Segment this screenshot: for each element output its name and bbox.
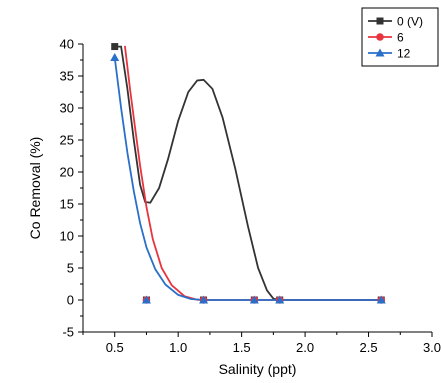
x-tick-label-3: 2.0 [296, 340, 314, 355]
y-axis-title: Co Removal (%) [27, 137, 43, 240]
y-tick-label-5: 20 [60, 165, 74, 180]
y-tick-label-8: 35 [60, 69, 74, 84]
plot-area [110, 43, 386, 304]
data-point-2-5 [376, 295, 386, 304]
x-axis-title: Salinity (ppt) [219, 361, 297, 377]
series-line-0 [114, 45, 382, 301]
data-point-0-0 [111, 43, 119, 51]
y-tick-label-7: 30 [60, 101, 74, 116]
x-tick-label-5: 3.0 [423, 340, 441, 355]
legend-marker-2 [375, 48, 385, 57]
data-point-2-1 [141, 295, 151, 304]
legend-marker-1 [376, 33, 384, 41]
legend-label-2: 12 [397, 47, 411, 61]
y-tick-label-2: 5 [67, 261, 74, 276]
legend-marker-0 [376, 17, 384, 25]
series-line-2 [113, 57, 382, 301]
data-point-2-4 [275, 295, 285, 304]
y-tick-label-0: -5 [62, 325, 74, 340]
y-tick-label-1: 0 [67, 293, 74, 308]
y-tick-label-4: 15 [60, 197, 74, 212]
legend-label-0: 0 (V) [397, 15, 423, 29]
legend-label-1: 6 [397, 31, 404, 45]
legend: 0 (V) 6 12 [361, 7, 439, 67]
x-tick-label-1: 1.0 [169, 340, 187, 355]
y-tick-label-3: 10 [60, 229, 74, 244]
x-tick-label-4: 2.5 [360, 340, 378, 355]
axes: -5 0 5 10 15 20 25 30 35 40 0.5 1.0 1.5 2.0 2.5 3.0 [60, 37, 441, 356]
data-point-2-0 [110, 52, 120, 61]
x-tick-label-2: 1.5 [233, 340, 251, 355]
y-tick-label-9: 40 [60, 37, 74, 52]
data-point-2-3 [249, 295, 259, 304]
y-tick-label-6: 25 [60, 133, 74, 148]
x-tick-label-0: 0.5 [106, 340, 124, 355]
data-point-2-2 [199, 295, 209, 304]
